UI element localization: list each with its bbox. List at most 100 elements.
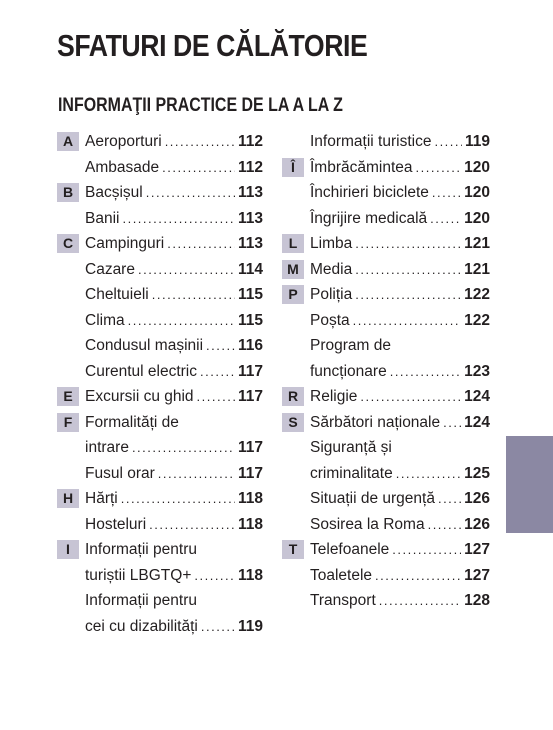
index-entry: funcționare.............................…	[282, 359, 490, 385]
index-entry: Fusul orar..............................…	[57, 461, 263, 487]
entry-name: Cazare	[85, 260, 135, 278]
entry-name: Fusul orar	[85, 464, 155, 482]
entry-line: Formalități de	[85, 410, 263, 436]
index-entry: Informații pentru	[57, 588, 263, 614]
page-number: 117	[237, 439, 263, 456]
index-entry: T Telefoanele............................…	[282, 537, 490, 563]
entry-line: Informații pentru	[85, 537, 263, 563]
dot-leader: ....................................	[392, 542, 461, 557]
page-number: 119	[237, 617, 263, 635]
dot-leader: ....................................	[122, 210, 235, 226]
entry-name: Condusul mașinii	[85, 337, 204, 354]
entry-name: Ambasade	[85, 158, 160, 176]
index-entry: H Hărți..................................…	[57, 486, 263, 512]
entry-line: Hărți...................................…	[85, 486, 263, 512]
page-number: 117	[237, 362, 263, 380]
index-entry: F Formalități de	[57, 410, 263, 436]
page-number: 119	[464, 133, 490, 150]
index-entry: intrare.................................…	[57, 435, 263, 461]
page-number: 122	[464, 311, 490, 329]
section-title: INFORMAŢII PRACTICE DE LA A LA Z	[58, 95, 343, 116]
dot-leader: ....................................	[430, 210, 461, 226]
page-number: 117	[237, 388, 263, 405]
entry-name: Situații de urgență	[310, 490, 435, 507]
dot-leader: ....................................	[127, 312, 235, 328]
entry-line: Poșta...................................…	[310, 308, 490, 334]
letter-marker: L	[282, 234, 304, 253]
dot-leader: ....................................	[131, 440, 235, 455]
entry-line: Bacșișul................................…	[85, 180, 263, 206]
entry-line: Ambasade................................…	[85, 155, 263, 181]
entry-name: Campinguri	[85, 235, 165, 252]
letter-marker: E	[57, 387, 79, 406]
entry-name: Informații pentru	[85, 541, 197, 558]
page-number: 122	[464, 286, 490, 303]
page-number: 126	[464, 490, 490, 507]
entry-name: Hosteluri	[85, 515, 147, 533]
index-entry: M Media..................................…	[282, 257, 490, 283]
index-entry: E Excursii cu ghid.......................…	[57, 384, 263, 410]
entry-line: criminalitate...........................…	[310, 461, 490, 487]
index-entry: A Aeroporturi............................…	[57, 129, 263, 155]
dot-leader: ....................................	[378, 593, 461, 608]
page-number: 124	[464, 413, 490, 431]
letter-marker: C	[57, 234, 79, 253]
index-entry: Informații turistice....................…	[282, 129, 490, 155]
entry-line: Transport...............................…	[310, 588, 490, 614]
index-entry: cei cu dizabilități.....................…	[57, 614, 263, 640]
page-number: 115	[237, 311, 263, 329]
index-entry: Banii...................................…	[57, 206, 263, 232]
page-number: 127	[464, 566, 490, 584]
page-number: 113	[237, 235, 263, 252]
entry-name: funcționare	[310, 362, 387, 380]
entry-line: Religie.................................…	[310, 384, 490, 410]
letter-marker: T	[282, 540, 304, 559]
entry-line: Program de	[310, 333, 490, 359]
page-number: 123	[464, 362, 490, 380]
dot-leader: ....................................	[206, 338, 235, 353]
dot-leader: ....................................	[151, 287, 235, 302]
entry-name: Poliția	[310, 286, 353, 303]
entry-line: Informații turistice....................…	[310, 129, 490, 155]
entry-name: Închirieri biciclete	[310, 184, 429, 201]
entry-line: Situații de urgență.....................…	[310, 486, 490, 512]
letter-marker: B	[57, 183, 79, 202]
page-number: 126	[464, 515, 490, 533]
entry-name: cei cu dizabilități	[85, 617, 198, 635]
dot-leader: ....................................	[162, 159, 235, 175]
page-number: 121	[464, 235, 490, 252]
dot-leader: ....................................	[145, 185, 235, 200]
page-number: 113	[237, 209, 263, 227]
entry-name: Program de	[310, 337, 391, 354]
index-entry: Hosteluri...............................…	[57, 512, 263, 538]
dot-leader: ....................................	[437, 491, 461, 506]
letter-marker: R	[282, 387, 304, 406]
page-number: 112	[237, 158, 263, 176]
page-number: 121	[464, 260, 490, 278]
letter-marker: I	[57, 540, 79, 559]
entry-name: Religie	[310, 388, 358, 405]
dot-leader: ....................................	[360, 389, 461, 404]
entry-name: Hărți	[85, 490, 118, 507]
entry-line: funcționare.............................…	[310, 359, 490, 385]
page-number: 128	[464, 592, 490, 609]
index-entry: Toaletele...............................…	[282, 563, 490, 589]
entry-line: Excursii cu ghid........................…	[85, 384, 263, 410]
entry-line: Curentul electric.......................…	[85, 359, 263, 385]
letter-marker: F	[57, 412, 79, 432]
entry-line: Poliția.................................…	[310, 282, 490, 308]
page-title: SFATURI DE CĂLĂTORIE	[57, 28, 368, 63]
index-entry: S Sărbători naționale....................…	[282, 410, 490, 436]
index-entry: turiștii LBGTQ+.........................…	[57, 563, 263, 589]
letter-marker: P	[282, 285, 304, 304]
entry-name: Poșta	[310, 311, 350, 329]
letter-marker: H	[57, 489, 79, 508]
index-entry: Siguranță și	[282, 435, 490, 461]
entry-line: Limba...................................…	[310, 231, 490, 257]
dot-leader: ....................................	[120, 491, 235, 506]
dot-leader: ....................................	[427, 516, 462, 532]
page-number: 125	[464, 464, 490, 482]
dot-leader: ....................................	[355, 261, 461, 277]
index-entry: L Limba..................................…	[282, 231, 490, 257]
entry-line: Sărbători naționale.....................…	[310, 410, 490, 436]
